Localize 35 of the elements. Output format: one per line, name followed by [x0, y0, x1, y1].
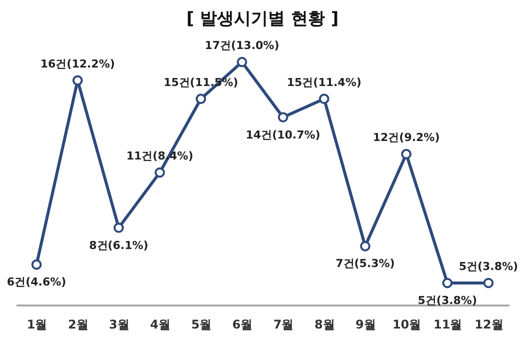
point	[442, 278, 453, 288]
point	[31, 259, 42, 270]
chart-title: [ 발생시기별 현황 ]	[186, 9, 339, 29]
data-label: 5건(3.8%)	[458, 260, 518, 273]
data-label: 14건(10.7%)	[246, 128, 320, 142]
x-tick-label: 12월	[474, 318, 504, 332]
x-tick-label: 6월	[232, 318, 253, 332]
point	[154, 167, 165, 178]
point	[114, 222, 124, 233]
point	[278, 112, 288, 122]
x-tick-label: 2월	[68, 318, 88, 332]
x-tick-label: 5월	[191, 318, 212, 332]
x-tick-label: 9월	[356, 318, 376, 332]
x-tick-label: 1월	[26, 318, 48, 332]
point	[196, 94, 206, 104]
x-tick-label: 3월	[109, 318, 130, 332]
data-label: 15건(11.4%)	[286, 76, 362, 89]
x-tick-label: 7월	[273, 318, 294, 332]
point	[401, 148, 412, 160]
data-label: 8건(6.1%)	[89, 238, 148, 252]
data-label: 17건(13.0%)	[204, 39, 280, 52]
x-tick-label: 10월	[392, 318, 422, 332]
point	[318, 94, 330, 104]
data-label: 12건(9.2%)	[372, 131, 440, 144]
data-label: 5건(3.8%)	[418, 294, 477, 307]
point	[483, 278, 494, 288]
point	[236, 56, 248, 68]
data-label: 6건(4.6%)	[6, 276, 66, 289]
data-label: 16건(12.2%)	[40, 57, 115, 70]
data-label: 7건(5.3%)	[336, 257, 395, 270]
x-tick-label: 11월	[434, 318, 462, 332]
x-tick-label: 8월	[314, 318, 335, 332]
x-tick-label: 4월	[150, 318, 170, 332]
point	[72, 75, 83, 86]
point	[360, 240, 370, 252]
